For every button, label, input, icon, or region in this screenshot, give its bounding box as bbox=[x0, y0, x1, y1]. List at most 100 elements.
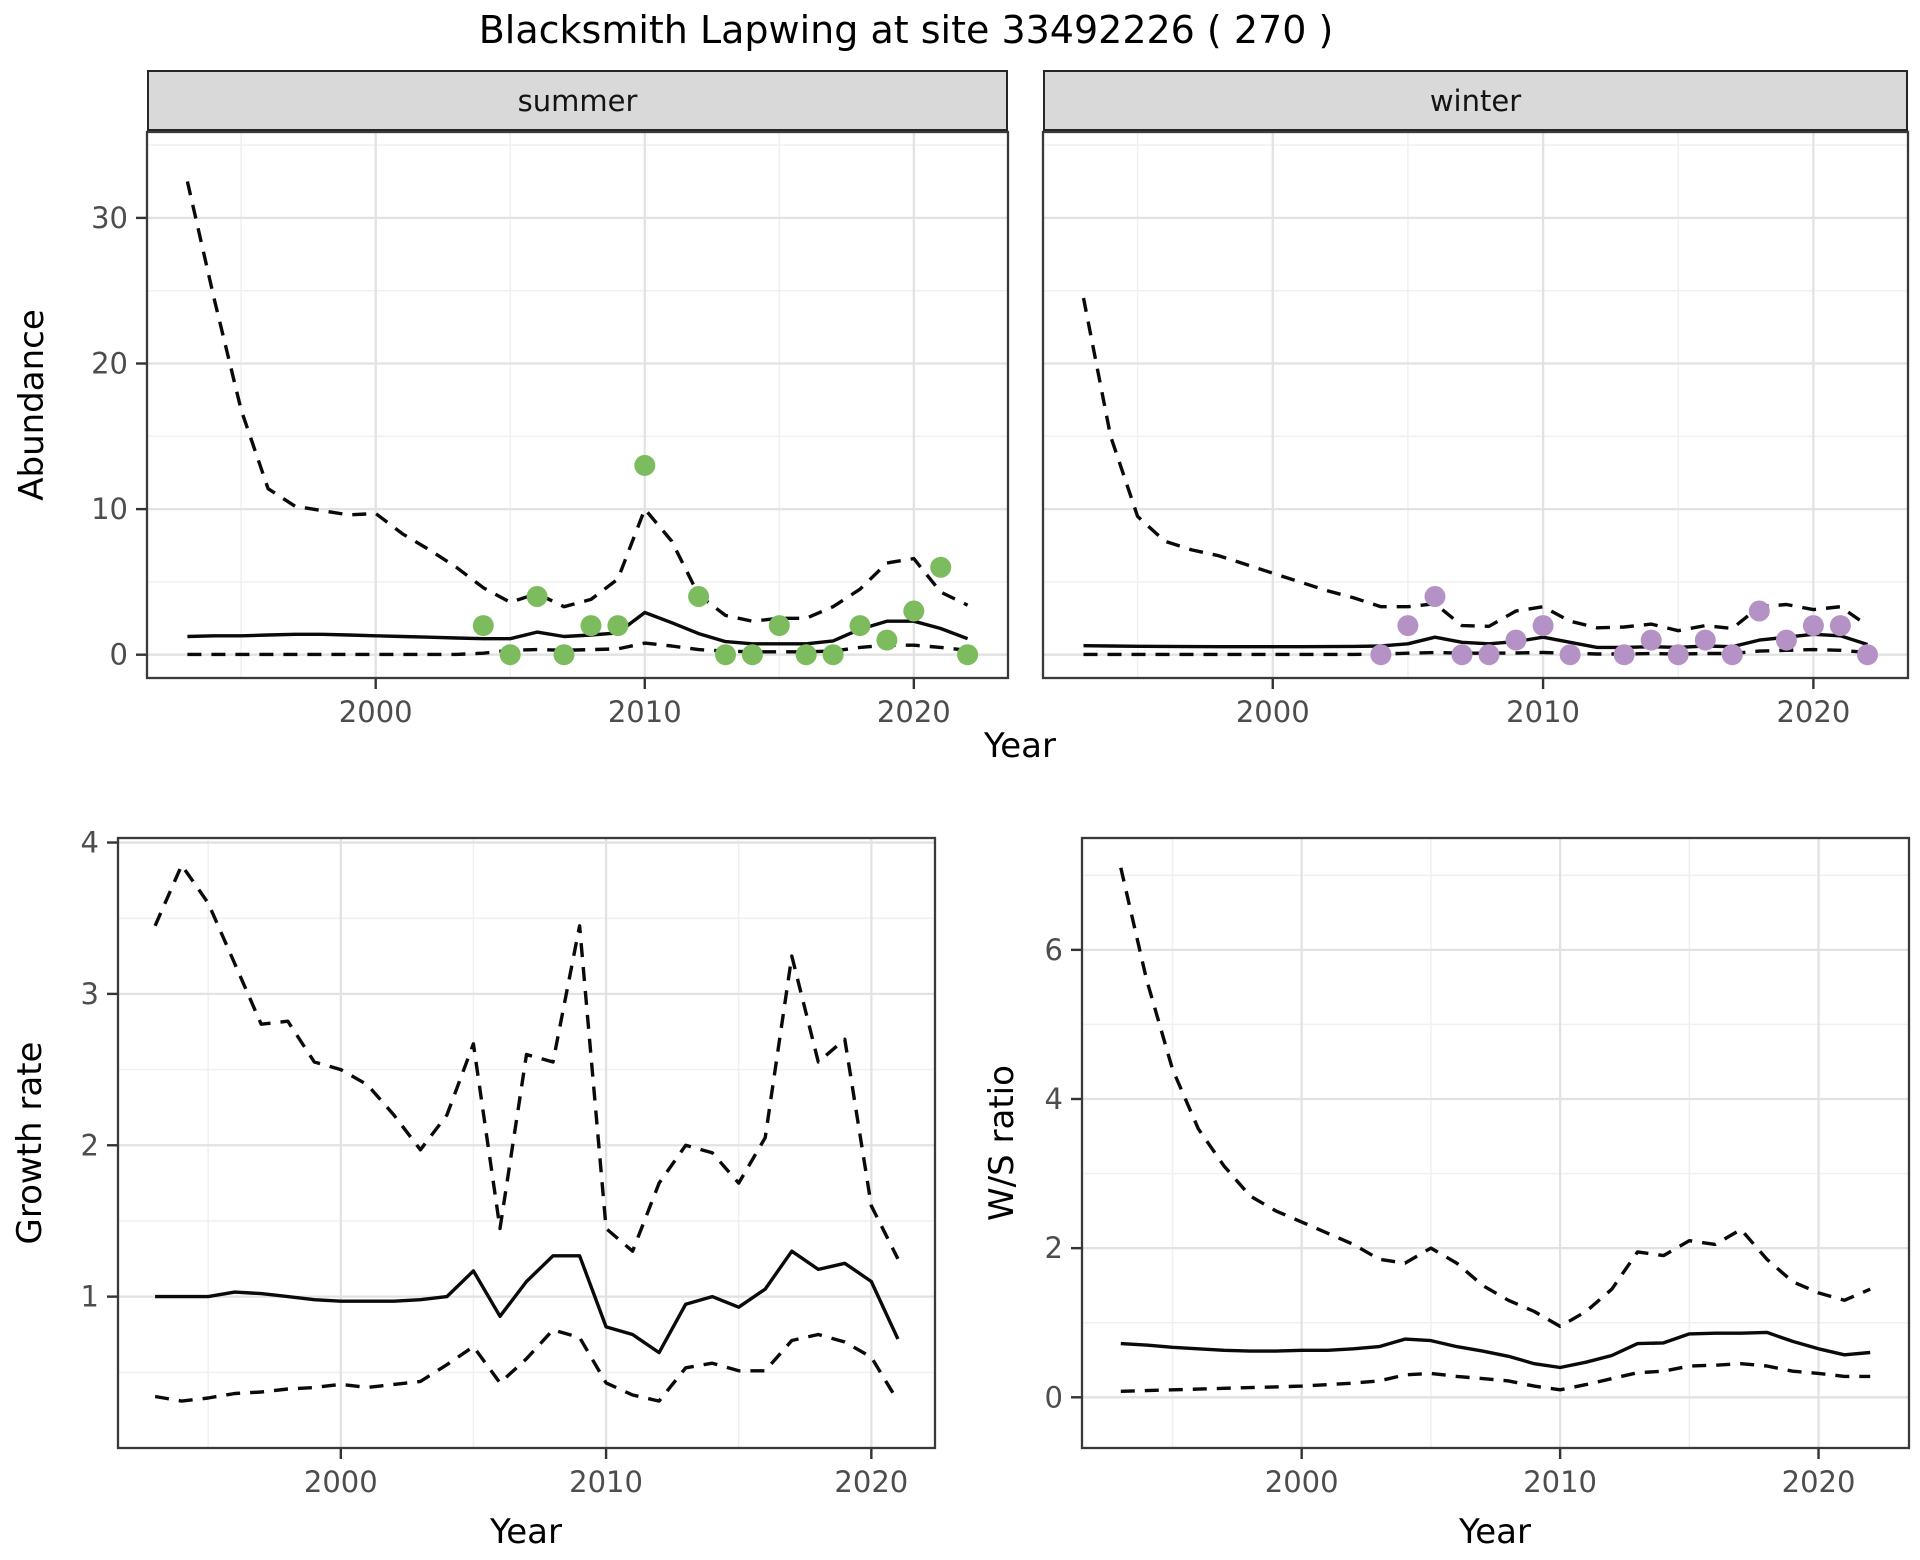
y-tick-label: 3 bbox=[81, 977, 99, 1011]
winter-point bbox=[1829, 615, 1851, 637]
winter-point bbox=[1775, 629, 1797, 651]
summer-point bbox=[526, 586, 548, 607]
x-tick-label: 2010 bbox=[608, 695, 682, 729]
winter-observed-points bbox=[1370, 586, 1878, 666]
x-tick-label: 2020 bbox=[877, 695, 951, 729]
panel-background bbox=[1082, 838, 1909, 1448]
summer-point bbox=[876, 629, 898, 651]
winter-point bbox=[1721, 644, 1743, 666]
winter-point bbox=[1694, 629, 1716, 651]
x-tick-label: 2000 bbox=[339, 695, 413, 729]
x-tick-label: 2000 bbox=[1265, 1465, 1339, 1499]
plot-title: Blacksmith Lapwing at site 33492226 ( 27… bbox=[478, 8, 1334, 52]
gridlines bbox=[1043, 132, 1908, 678]
y-tick-label: 2 bbox=[81, 1128, 99, 1162]
ws-ratio-upper-ci-line bbox=[1119, 867, 1871, 1329]
y-tick-label: 6 bbox=[1045, 933, 1063, 967]
x-tick-label: 2000 bbox=[1236, 695, 1310, 729]
summer-fitted-line bbox=[187, 610, 969, 646]
x-tick-label: 2010 bbox=[1506, 695, 1580, 729]
y-tick-label: 20 bbox=[91, 347, 128, 381]
summer-point bbox=[768, 615, 790, 637]
gridlines bbox=[118, 838, 935, 1448]
summer-upper-ci-line bbox=[185, 181, 969, 623]
panel-background bbox=[147, 132, 1008, 678]
summer-observed-points bbox=[472, 454, 979, 666]
axis-ticks-growth-rate: 2000 2010 2020 1 2 3 4 bbox=[81, 826, 909, 1499]
x-tick-label: 2020 bbox=[1776, 695, 1850, 729]
summer-point bbox=[930, 556, 952, 578]
panel-background bbox=[1043, 132, 1908, 678]
x-tick-label: 2010 bbox=[569, 1465, 643, 1499]
summer-point bbox=[849, 615, 871, 637]
panel-border bbox=[116, 836, 937, 1450]
summer-point bbox=[553, 644, 575, 666]
panel-border bbox=[1080, 836, 1911, 1450]
axis-ticks-ws-ratio: 2000 2010 2020 0 2 4 6 bbox=[1045, 933, 1856, 1499]
panel-ws-ratio: 2000 2010 2020 0 2 4 6 bbox=[1045, 836, 1911, 1499]
y-tick-label: 4 bbox=[81, 826, 99, 860]
growth-rate-lower-ci-line bbox=[154, 1328, 900, 1403]
x-axis-title-year-bottom-left: Year bbox=[490, 1512, 562, 1552]
y-tick-label: 0 bbox=[1045, 1380, 1063, 1414]
y-axis-title-growth-rate: Growth rate bbox=[10, 1041, 50, 1245]
summer-point bbox=[715, 644, 736, 666]
x-tick-label: 2020 bbox=[1782, 1465, 1856, 1499]
summer-point bbox=[688, 586, 710, 607]
summer-point bbox=[957, 644, 979, 666]
summer-point bbox=[607, 615, 629, 637]
winter-upper-ci-line bbox=[1081, 297, 1869, 633]
y-tick-label: 2 bbox=[1045, 1231, 1063, 1265]
panel-growth-rate: 2000 2010 2020 1 2 3 4 bbox=[81, 826, 937, 1499]
ws-ratio-lower-ci-line bbox=[1120, 1361, 1871, 1393]
y-axis-title-ws-ratio: W/S ratio bbox=[982, 1065, 1022, 1221]
winter-point bbox=[1613, 644, 1635, 666]
winter-point bbox=[1802, 615, 1824, 637]
y-tick-label: 0 bbox=[110, 638, 128, 672]
ws-ratio-fitted-line bbox=[1120, 1330, 1871, 1370]
x-tick-label: 2000 bbox=[304, 1465, 378, 1499]
winter-point bbox=[1748, 600, 1770, 622]
winter-point bbox=[1505, 629, 1527, 651]
summer-point bbox=[472, 615, 494, 637]
winter-point bbox=[1397, 615, 1419, 637]
summer-point bbox=[741, 644, 763, 666]
panel-border bbox=[145, 130, 1010, 680]
winter-point bbox=[1667, 644, 1689, 666]
winter-point bbox=[1478, 644, 1500, 666]
panel-summer: 2000 2010 2020 0 10 20 30 bbox=[91, 130, 1010, 729]
winter-point bbox=[1640, 629, 1662, 651]
axis-ticks-summer: 2000 2010 2020 0 10 20 30 bbox=[91, 201, 951, 729]
summer-point bbox=[634, 454, 656, 476]
summer-point bbox=[822, 644, 844, 666]
y-tick-label: 30 bbox=[91, 201, 128, 235]
summer-point bbox=[903, 600, 925, 622]
x-axis-title-year-bottom-right: Year bbox=[1459, 1512, 1531, 1552]
y-axis-title-abundance: Abundance bbox=[12, 309, 52, 501]
winter-point bbox=[1370, 644, 1392, 666]
facet-strip-summer-label: summer bbox=[517, 83, 638, 118]
panel-background bbox=[118, 838, 935, 1448]
panel-border bbox=[1041, 130, 1910, 680]
winter-point bbox=[1857, 644, 1878, 666]
winter-point bbox=[1559, 644, 1581, 666]
x-tick-label: 2020 bbox=[834, 1465, 908, 1499]
growth-rate-upper-ci-line bbox=[153, 863, 900, 1260]
axis-ticks-winter: 2000 2010 2020 bbox=[1236, 679, 1850, 729]
winter-point bbox=[1451, 644, 1473, 666]
y-tick-label: 1 bbox=[81, 1280, 99, 1314]
gridlines bbox=[1082, 838, 1909, 1448]
facet-strip-winter: winter bbox=[1043, 70, 1908, 131]
y-tick-label: 4 bbox=[1045, 1082, 1063, 1116]
panel-winter: 2000 2010 2020 bbox=[1041, 130, 1910, 729]
growth-rate-fitted-line bbox=[155, 1249, 900, 1355]
summer-point bbox=[499, 644, 521, 666]
facet-strip-summer: summer bbox=[147, 70, 1008, 131]
x-axis-title-year-top: Year bbox=[984, 726, 1056, 766]
summer-point bbox=[795, 644, 817, 666]
summer-point bbox=[580, 615, 602, 637]
x-tick-label: 2010 bbox=[1523, 1465, 1597, 1499]
y-tick-label: 10 bbox=[91, 492, 128, 526]
